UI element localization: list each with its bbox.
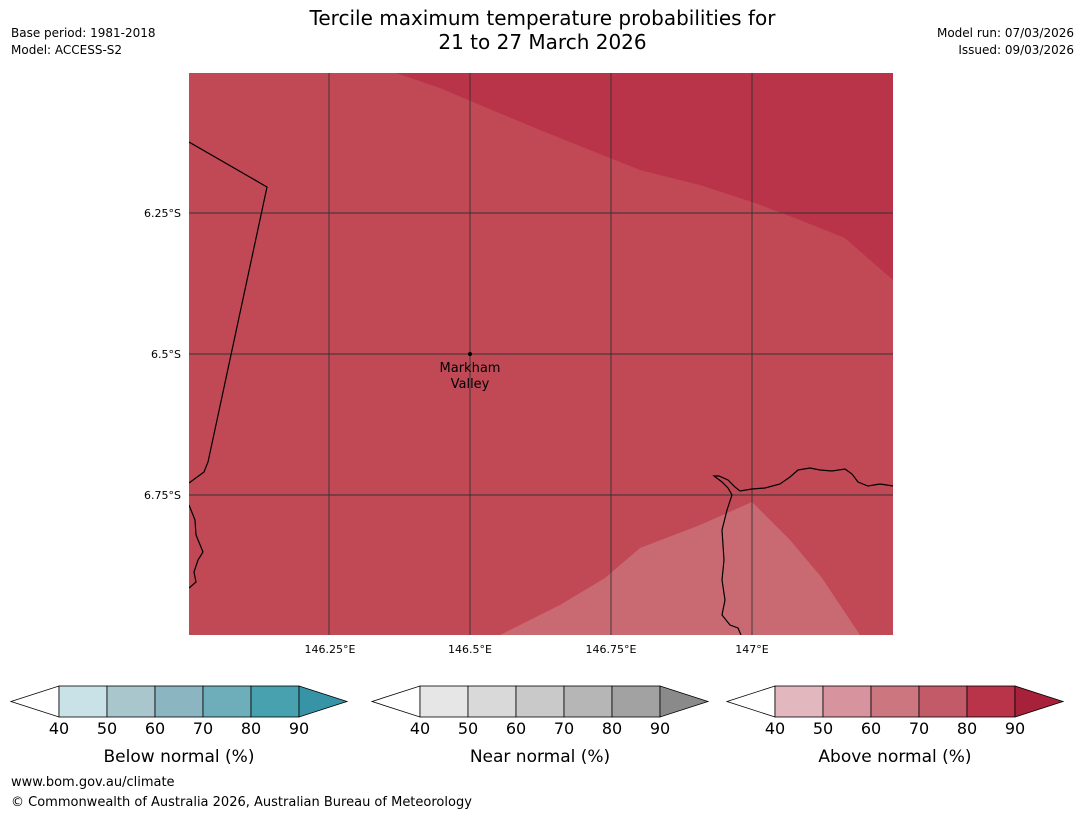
colorbar-above-segment-1 <box>774 685 824 718</box>
colorbar-below-upper-extend <box>298 685 349 718</box>
colorbar-near-lower-extend <box>370 685 421 718</box>
colorbar-below-segment-4 <box>202 685 252 718</box>
place-label-line-2: Valley <box>451 377 490 392</box>
colorbar-below-segment-3 <box>154 685 204 718</box>
colorbar-above-tick-70: 70 <box>909 719 929 738</box>
colorbar-near-tick-50: 50 <box>458 719 478 738</box>
place-markham-valley: Markham Valley <box>440 352 501 392</box>
colorbar-near-tick-90: 90 <box>650 719 670 738</box>
colorbar-below: 40 50 60 70 80 90 Below normal (%) <box>9 685 349 767</box>
colorbar-above-segment-2 <box>822 685 872 718</box>
colorbar-below-tick-40: 40 <box>49 719 69 738</box>
lat-label-6-25: 6.25°S <box>144 207 181 220</box>
coast-east-gulf <box>712 467 893 635</box>
base-period: Base period: 1981-2018 <box>11 26 156 40</box>
colorbar-below-segment-5 <box>250 685 300 718</box>
border-line-west <box>189 141 268 484</box>
lat-label-6-75: 6.75°S <box>144 489 181 502</box>
footer-url: www.bom.gov.au/climate <box>11 775 175 790</box>
colorbar-near-tick-60: 60 <box>506 719 526 738</box>
colorbar-above-segment-3 <box>870 685 920 718</box>
colorbar-near-tick-70: 70 <box>554 719 574 738</box>
title-line-2: 21 to 27 March 2026 <box>438 30 647 54</box>
colorbar-above-segment-5 <box>966 685 1016 718</box>
place-marker <box>468 352 472 356</box>
colorbar-below-title: Below normal (%) <box>104 747 255 767</box>
colorbar-above-tick-50: 50 <box>813 719 833 738</box>
model-run: Model run: 07/03/2026 <box>936 26 1074 40</box>
colorbar-below-tick-80: 80 <box>241 719 261 738</box>
colorbar-below-tick-90: 90 <box>289 719 309 738</box>
graticule <box>189 73 893 635</box>
colorbar-near-tick-40: 40 <box>410 719 430 738</box>
lon-label-146-5: 146.5°E <box>448 643 492 656</box>
colorbar-above-lower-extend <box>725 685 776 718</box>
meta-right: Model run: 07/03/2026 Issued: 09/03/2026 <box>937 25 1074 59</box>
prob-region-80-90 <box>396 73 893 280</box>
colorbar-below-tick-60: 60 <box>145 719 165 738</box>
lon-label-146-75: 146.75°E <box>586 643 637 656</box>
place-label-line-1: Markham <box>440 361 501 376</box>
colorbar-near: 40 50 60 70 80 90 Near normal (%) <box>370 685 710 767</box>
colorbar-above-tick-90: 90 <box>1005 719 1025 738</box>
colorbar-near-segment-4 <box>563 685 613 718</box>
colorbar-above: 40 50 60 70 80 90 Above normal (%) <box>725 685 1065 767</box>
colorbar-above-title: Above normal (%) <box>818 747 971 767</box>
colorbar-above-segment-4 <box>918 685 968 718</box>
colorbar-below-segment-2 <box>106 685 156 718</box>
map-title: Tercile maximum temperature probabilitie… <box>0 6 1085 54</box>
map-panel: Markham Valley <box>189 73 893 635</box>
colorbar-above-tick-80: 80 <box>957 719 977 738</box>
colorbar-above-tick-60: 60 <box>861 719 881 738</box>
coast-west-edge <box>189 504 204 589</box>
colorbar-below-lower-extend <box>9 685 60 718</box>
meta-left: Base period: 1981-2018 Model: ACCESS-S2 <box>11 25 156 59</box>
colorbar-near-title: Near normal (%) <box>470 747 610 767</box>
colorbar-near-segment-3 <box>515 685 565 718</box>
colorbar-near-upper-extend <box>659 685 710 718</box>
longitude-labels: 146.25°E 146.5°E 146.75°E 147°E <box>305 643 769 656</box>
colorbar-above-upper-extend <box>1014 685 1065 718</box>
lon-label-147: 147°E <box>735 643 768 656</box>
colorbar-below-segment-1 <box>58 685 108 718</box>
title-line-1: Tercile maximum temperature probabilitie… <box>309 6 776 30</box>
issued-date: Issued: 09/03/2026 <box>958 43 1074 57</box>
colorbar-near-segment-2 <box>467 685 517 718</box>
footer-copyright: © Commonwealth of Australia 2026, Austra… <box>11 795 472 810</box>
lat-label-6-5: 6.5°S <box>151 348 181 361</box>
colorbar-above-tick-40: 40 <box>765 719 785 738</box>
colorbars: 40 50 60 70 80 90 Below normal (%) 40 50 60 70 80 90… <box>9 685 1065 767</box>
colorbar-below-tick-70: 70 <box>193 719 213 738</box>
model-name: Model: ACCESS-S2 <box>11 43 123 57</box>
colorbar-near-segment-5 <box>611 685 661 718</box>
lon-label-146-25: 146.25°E <box>305 643 356 656</box>
colorbar-near-tick-80: 80 <box>602 719 622 738</box>
colorbar-below-tick-50: 50 <box>97 719 117 738</box>
prob-region-60-70 <box>500 502 860 635</box>
coastline <box>189 141 893 635</box>
latitude-labels: 6.25°S 6.5°S 6.75°S <box>144 207 181 502</box>
colorbar-near-segment-1 <box>419 685 469 718</box>
